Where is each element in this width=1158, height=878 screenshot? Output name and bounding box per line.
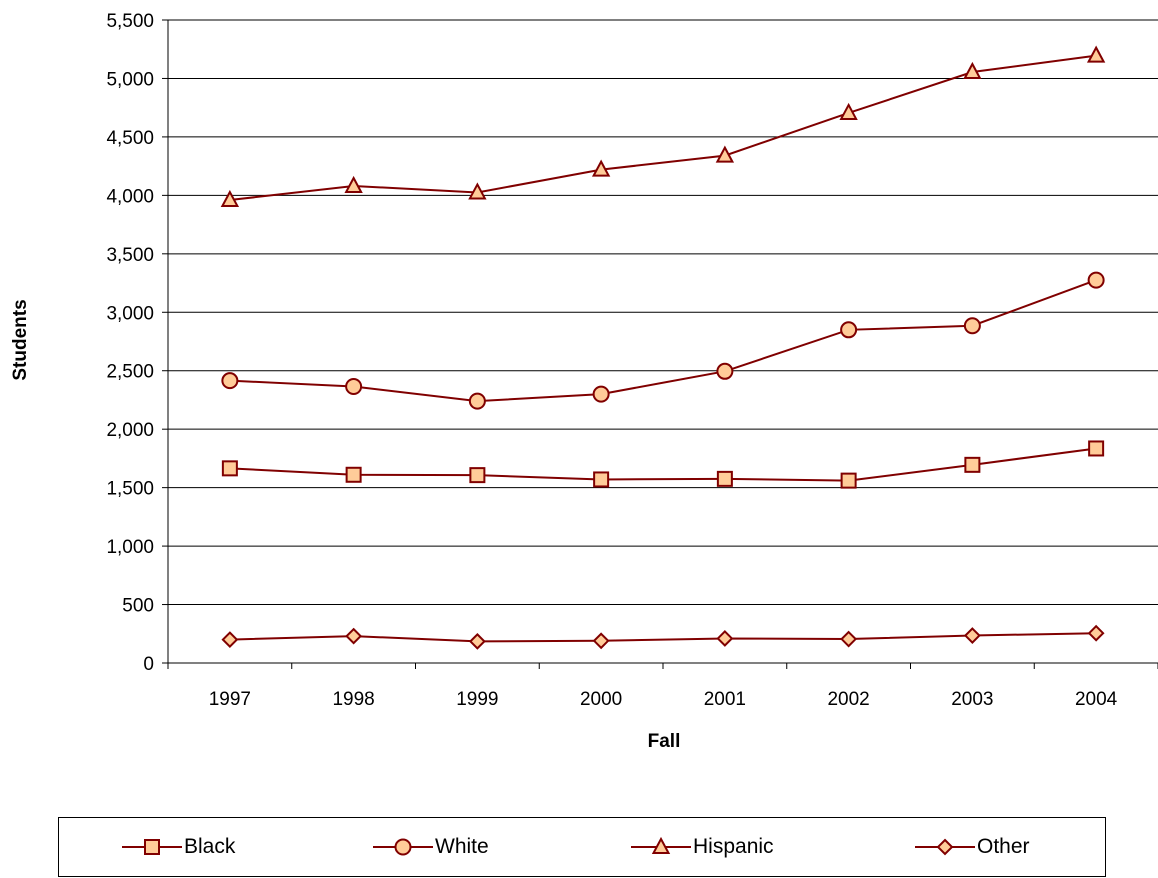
data-point <box>963 317 981 335</box>
y-tick-label: 3,500 <box>106 245 154 266</box>
series-white <box>221 271 1105 410</box>
y-tick-label: 0 <box>143 654 154 675</box>
x-tick-label: 2004 <box>1075 689 1118 710</box>
diamond-marker-icon <box>915 838 975 856</box>
x-tick-label: 2001 <box>704 689 746 710</box>
data-point <box>1087 624 1105 642</box>
y-tick-label: 4,000 <box>106 186 154 207</box>
data-point <box>716 362 734 380</box>
y-tick-label: 4,500 <box>106 128 154 149</box>
legend-label: White <box>435 835 489 858</box>
data-point <box>716 630 734 647</box>
legend-label: Other <box>977 835 1030 858</box>
legend-item-black: Black <box>122 818 235 876</box>
legend-marker <box>936 838 954 856</box>
data-point <box>592 385 610 403</box>
series-line <box>229 279 1097 403</box>
data-point <box>468 632 486 650</box>
series-line <box>229 447 1097 482</box>
x-tick-label: 2002 <box>827 689 869 710</box>
y-tick-label: 1,500 <box>106 479 154 500</box>
data-point <box>468 182 487 200</box>
legend-item-white: White <box>373 818 489 876</box>
square-marker-icon <box>122 839 182 855</box>
y-tick-label: 5,000 <box>106 69 154 90</box>
series-hispanic <box>220 45 1106 208</box>
series-other <box>221 624 1105 650</box>
circle-marker-icon <box>373 838 433 856</box>
legend-marker <box>651 836 671 854</box>
x-tick-label: 1997 <box>209 689 251 710</box>
data-point <box>964 456 981 473</box>
x-axis-title: Fall <box>648 731 681 752</box>
data-point <box>840 630 858 648</box>
series <box>220 45 1106 650</box>
legend-item-hispanic: Hispanic <box>631 818 774 876</box>
data-point <box>345 627 363 645</box>
line-chart: 0 500 1,000 1,500 2,000 2,500 3,000 3,500 4,000 4… <box>10 11 1158 752</box>
data-point <box>840 321 858 339</box>
axes: 0 500 1,000 1,500 2,000 2,500 3,000 3,500 4,000 4… <box>106 11 1158 710</box>
data-point <box>715 145 735 163</box>
data-point <box>221 631 239 649</box>
x-tick-label: 2000 <box>580 689 622 710</box>
series-black <box>221 440 1105 489</box>
y-tick-label: 2,500 <box>106 362 154 383</box>
y-tick-label: 2,000 <box>106 420 154 441</box>
legend-marker <box>394 838 412 856</box>
data-point <box>1086 45 1106 63</box>
data-point <box>592 632 610 650</box>
triangle-marker-icon <box>631 836 691 854</box>
data-point <box>716 470 733 487</box>
legend-label: Hispanic <box>693 835 774 858</box>
series-line <box>229 632 1097 643</box>
data-point <box>345 378 363 396</box>
y-tick-label: 3,000 <box>106 303 154 324</box>
data-point <box>344 175 363 194</box>
legend-item-other: Other <box>915 818 1030 876</box>
legend-label: Black <box>184 835 236 858</box>
data-point <box>840 472 857 489</box>
data-point <box>220 189 240 208</box>
x-tick-label: 1999 <box>456 689 498 710</box>
data-point <box>963 61 982 80</box>
x-tick-label: 1998 <box>332 689 374 710</box>
data-point <box>963 627 981 644</box>
data-point <box>839 102 858 120</box>
data-point <box>469 467 486 484</box>
data-point <box>345 466 362 483</box>
data-point <box>1088 440 1105 457</box>
series-line <box>229 54 1097 202</box>
gridlines <box>168 19 1158 606</box>
x-tick-label: 2003 <box>951 689 993 710</box>
data-point <box>593 471 610 488</box>
data-point <box>221 372 239 390</box>
y-axis-title: Students <box>10 299 31 380</box>
data-point <box>591 159 611 177</box>
legend-marker <box>144 839 160 855</box>
y-tick-label: 500 <box>122 596 154 617</box>
y-tick-label: 1,000 <box>106 537 154 558</box>
data-point <box>1087 271 1105 289</box>
y-tick-label: 5,500 <box>106 11 154 32</box>
data-point <box>221 460 238 477</box>
legend: Black White Hispanic Other <box>58 817 1106 877</box>
data-point <box>468 392 486 410</box>
